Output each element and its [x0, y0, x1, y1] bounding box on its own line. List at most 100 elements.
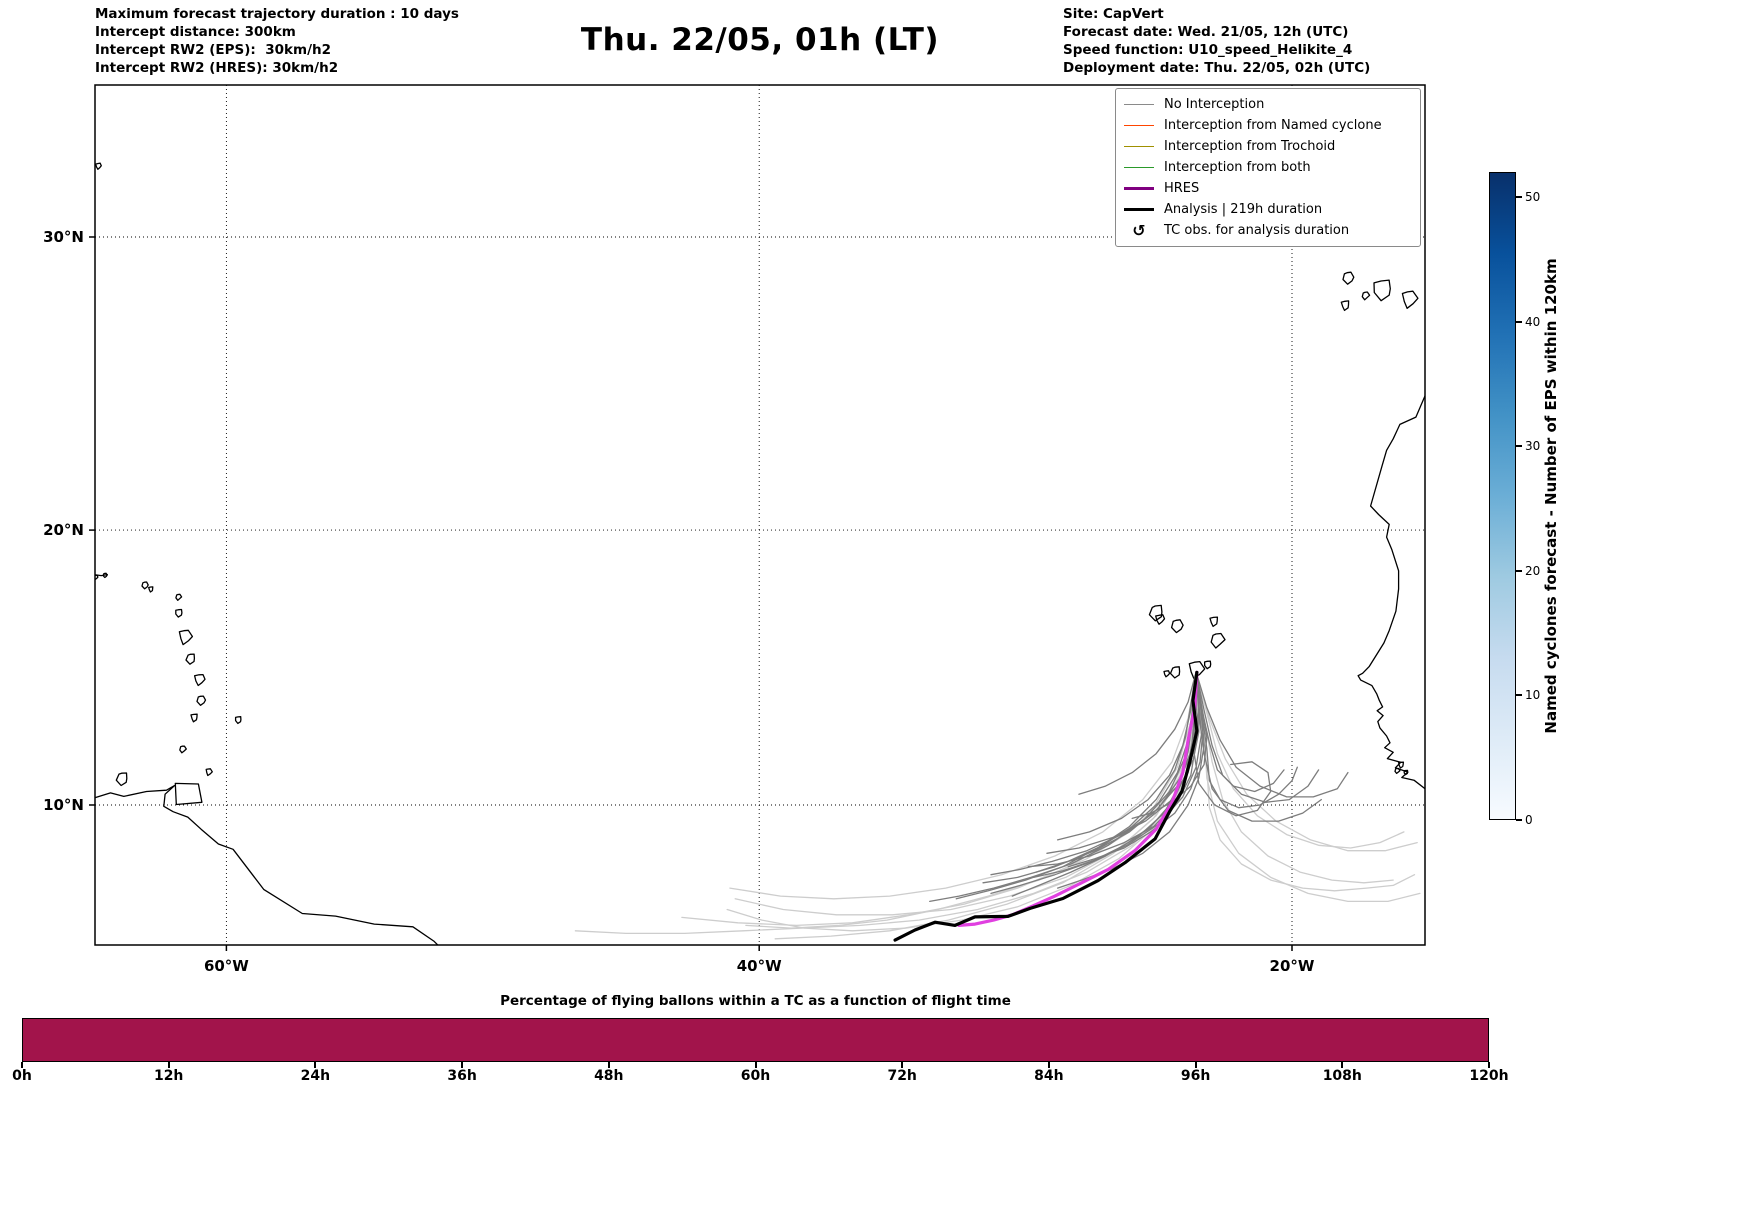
island [1203, 660, 1212, 670]
legend-line-swatch [1124, 166, 1154, 169]
header-line: Speed function: U10_speed_Helikite_4 [1063, 41, 1353, 58]
island [1155, 614, 1166, 625]
flight-chart-tick-label: 108h [1322, 1068, 1362, 1084]
flight-chart-tick [607, 1062, 610, 1068]
y-tick-label: 20°N [43, 521, 84, 539]
legend-item: HRES [1124, 178, 1412, 199]
track-eps-dark [1078, 671, 1197, 795]
track-eps-dark [929, 671, 1197, 903]
colorbar-tick-label: 30 [1525, 439, 1541, 454]
flight-chart-title: Percentage of flying ballons within a TC… [500, 993, 1011, 1009]
legend-line-swatch [1124, 207, 1154, 212]
island [190, 713, 198, 723]
flight-chart-tick [901, 1062, 904, 1068]
header-line: Intercept RW2 (HRES): 30km/h2 [95, 59, 339, 76]
track-eps-light [1195, 671, 1418, 852]
legend-line-swatch [1124, 186, 1154, 191]
colorbar-tick [1516, 694, 1522, 697]
legend-label: HRES [1164, 181, 1200, 196]
island [205, 768, 213, 777]
flight-chart-tick-label: 36h [447, 1068, 477, 1084]
track-eps-light [734, 671, 1197, 916]
colorbar-tick [1516, 445, 1522, 448]
coastline-west-africa [1357, 368, 1425, 790]
colorbar-gradient [1489, 172, 1516, 820]
track-eps-dark [1056, 671, 1197, 841]
header-line: Forecast date: Wed. 21/05, 12h (UTC) [1063, 23, 1349, 40]
forecast-info-block: Site: CapVert Forecast date: Wed. 21/05, … [1063, 6, 1370, 78]
track-eps-dark [1046, 671, 1200, 854]
flight-chart-tick-label: 0h [12, 1068, 32, 1084]
island [179, 745, 187, 754]
legend-item: Interception from Named cyclone [1124, 115, 1412, 136]
flight-chart-tick [21, 1062, 23, 1068]
track-eps-dark [1195, 671, 1349, 798]
track-eps-dark [1035, 671, 1197, 873]
legend-line-swatch [1124, 145, 1154, 148]
legend-label: Interception from both [1164, 160, 1311, 175]
track-eps-dark [1195, 671, 1322, 822]
flight-chart-tick-label: 12h [153, 1068, 184, 1084]
track-eps-dark [990, 671, 1197, 876]
track-eps-light [726, 671, 1200, 932]
legend-line-swatch [1124, 124, 1154, 127]
island [95, 574, 99, 581]
flight-chart-tick-label: 120h [1469, 1068, 1509, 1084]
legend-line-swatch [1124, 103, 1154, 106]
track-eps-dark [1195, 671, 1320, 803]
island [193, 673, 206, 687]
flight-chart-tick-label: 96h [1180, 1068, 1211, 1084]
x-tick-label: 20°W [1270, 957, 1315, 975]
x-tick-label: 60°W [204, 957, 249, 975]
x-tick-label: 40°W [737, 957, 782, 975]
colorbar-tick-label: 50 [1525, 189, 1541, 204]
flight-chart-tick [754, 1062, 757, 1068]
island [1209, 616, 1219, 628]
island [1340, 300, 1350, 312]
track-eps-light [729, 671, 1197, 900]
island [1403, 769, 1409, 776]
header-line: Intercept RW2 (EPS): 30km/h2 [95, 41, 331, 58]
flight-chart-tick-label: 72h [887, 1068, 917, 1084]
track-eps-light [1195, 671, 1405, 849]
island [185, 653, 196, 665]
island [1170, 619, 1184, 634]
header-line: Maximum forecast trajectory duration : 1… [95, 6, 459, 22]
y-tick-label: 10°N [43, 796, 84, 814]
island [95, 162, 102, 170]
y-tick-label: 30°N [43, 228, 84, 246]
flight-chart-tick [1488, 1062, 1490, 1068]
flight-chart-tick-label: 48h [594, 1068, 624, 1084]
plot-border [94, 84, 1426, 946]
flight-chart-tick-label: 60h [740, 1068, 771, 1084]
header-line: Deployment date: Thu. 22/05, 02h (UTC) [1063, 59, 1371, 76]
colorbar-label: Named cyclones forecast - Number of EPS … [1542, 258, 1560, 734]
island [1169, 666, 1181, 679]
legend-label: Interception from Named cyclone [1164, 118, 1382, 133]
island [141, 581, 149, 590]
colorbar-tick-label: 0 [1525, 813, 1533, 827]
flight-chart-tick [167, 1062, 170, 1068]
run-parameters-block: Maximum forecast trajectory duration : 1… [95, 6, 459, 78]
colorbar-tick-label: 40 [1525, 314, 1541, 329]
island [1163, 670, 1171, 678]
island [175, 593, 183, 601]
legend-label: TC obs. for analysis duration [1164, 223, 1350, 238]
legend-item: No Interception [1124, 94, 1412, 115]
legend-item: Interception from Trochoid [1124, 136, 1412, 157]
legend-label: No Interception [1164, 97, 1265, 112]
flight-chart-tick [1341, 1062, 1344, 1068]
coastline-trinidad [174, 782, 203, 806]
colorbar-tick [1516, 569, 1522, 572]
flight-chart-tick-label: 84h [1034, 1068, 1064, 1084]
island [1210, 632, 1226, 649]
island [178, 629, 194, 646]
island [1394, 767, 1401, 775]
track-analysis [893, 670, 1199, 942]
track-eps-light [745, 671, 1197, 929]
track-hres [957, 670, 1199, 927]
track-eps-light [681, 671, 1197, 927]
island [196, 695, 207, 706]
flight-chart-tick-label: 24h [300, 1068, 331, 1084]
